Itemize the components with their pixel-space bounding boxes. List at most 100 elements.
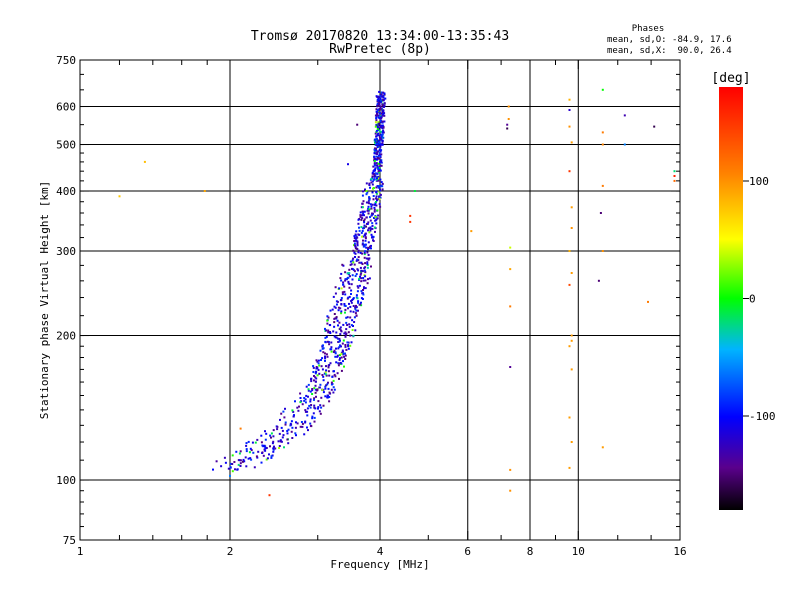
data-point — [224, 461, 227, 464]
data-point — [283, 416, 286, 419]
y-tick-label: 75 — [63, 534, 76, 547]
data-point — [347, 296, 350, 299]
data-point — [372, 165, 375, 168]
data-point — [568, 283, 571, 286]
data-point — [356, 243, 359, 246]
data-point — [380, 153, 383, 156]
data-point — [313, 420, 316, 423]
data-point — [324, 387, 327, 390]
data-point — [313, 416, 316, 419]
data-point — [362, 293, 365, 296]
data-point — [365, 182, 368, 185]
data-point — [284, 407, 286, 410]
data-point — [375, 155, 378, 158]
data-point — [312, 412, 315, 415]
data-point — [409, 214, 412, 217]
data-point — [362, 212, 365, 215]
data-point — [269, 434, 272, 437]
data-point — [344, 293, 347, 296]
data-point — [374, 175, 377, 178]
data-point — [356, 244, 359, 247]
data-point — [376, 100, 379, 103]
data-point — [243, 460, 246, 463]
data-point — [378, 203, 381, 206]
data-point — [334, 317, 337, 320]
data-point — [303, 433, 306, 436]
data-point — [344, 352, 346, 355]
data-point — [282, 434, 285, 437]
colorbar-tick-label: 0 — [749, 293, 756, 306]
data-point — [372, 239, 374, 242]
data-point — [375, 117, 378, 120]
data-point — [379, 153, 382, 156]
data-point — [367, 246, 370, 249]
data-point — [234, 468, 236, 471]
data-point — [343, 285, 346, 288]
data-point — [379, 150, 382, 153]
data-point — [360, 226, 363, 229]
data-point — [268, 494, 271, 497]
data-point — [249, 457, 252, 460]
data-point — [330, 341, 333, 344]
data-point — [379, 193, 382, 196]
data-point — [227, 467, 230, 470]
data-point — [304, 401, 307, 404]
data-point — [375, 114, 378, 117]
data-point — [380, 133, 383, 136]
data-point — [371, 222, 374, 225]
data-point — [673, 170, 676, 173]
data-point — [341, 291, 344, 294]
data-point — [305, 394, 308, 397]
data-point — [366, 261, 369, 264]
data-point — [280, 440, 283, 443]
data-point — [363, 224, 366, 227]
data-point — [367, 212, 370, 215]
data-point — [317, 406, 320, 409]
data-point — [315, 359, 318, 362]
data-point — [357, 286, 360, 289]
data-point — [328, 396, 331, 398]
data-point — [374, 125, 377, 128]
data-point — [379, 196, 382, 199]
data-point — [318, 364, 321, 367]
data-point — [250, 458, 253, 461]
data-point — [333, 370, 335, 373]
data-point — [143, 160, 146, 163]
data-point — [333, 325, 336, 328]
data-point — [368, 198, 371, 201]
data-point — [364, 239, 367, 242]
data-point — [276, 428, 279, 431]
data-point — [270, 455, 273, 458]
data-point — [315, 366, 318, 368]
data-point — [245, 448, 248, 451]
data-point — [378, 171, 381, 174]
data-point — [379, 95, 382, 98]
data-point — [350, 283, 353, 286]
data-point — [344, 278, 347, 281]
data-point — [597, 279, 600, 282]
data-point — [369, 226, 372, 229]
data-point — [380, 121, 383, 124]
data-point — [280, 412, 283, 415]
data-point — [330, 350, 333, 353]
data-point — [337, 309, 340, 312]
data-point — [357, 218, 360, 221]
data-point — [260, 441, 263, 444]
data-point — [317, 400, 320, 403]
data-point — [376, 209, 379, 212]
data-point — [364, 188, 366, 191]
data-point — [378, 107, 381, 110]
data-point — [306, 414, 309, 417]
data-point — [371, 175, 374, 178]
data-point — [322, 344, 324, 347]
data-point — [309, 390, 312, 393]
data-point — [324, 355, 326, 358]
data-point — [375, 137, 378, 140]
data-point — [231, 470, 234, 473]
data-point — [307, 383, 310, 386]
data-point — [509, 366, 512, 368]
data-point — [334, 375, 337, 378]
data-point — [364, 250, 367, 253]
data-point — [601, 250, 604, 252]
data-point — [355, 304, 357, 307]
